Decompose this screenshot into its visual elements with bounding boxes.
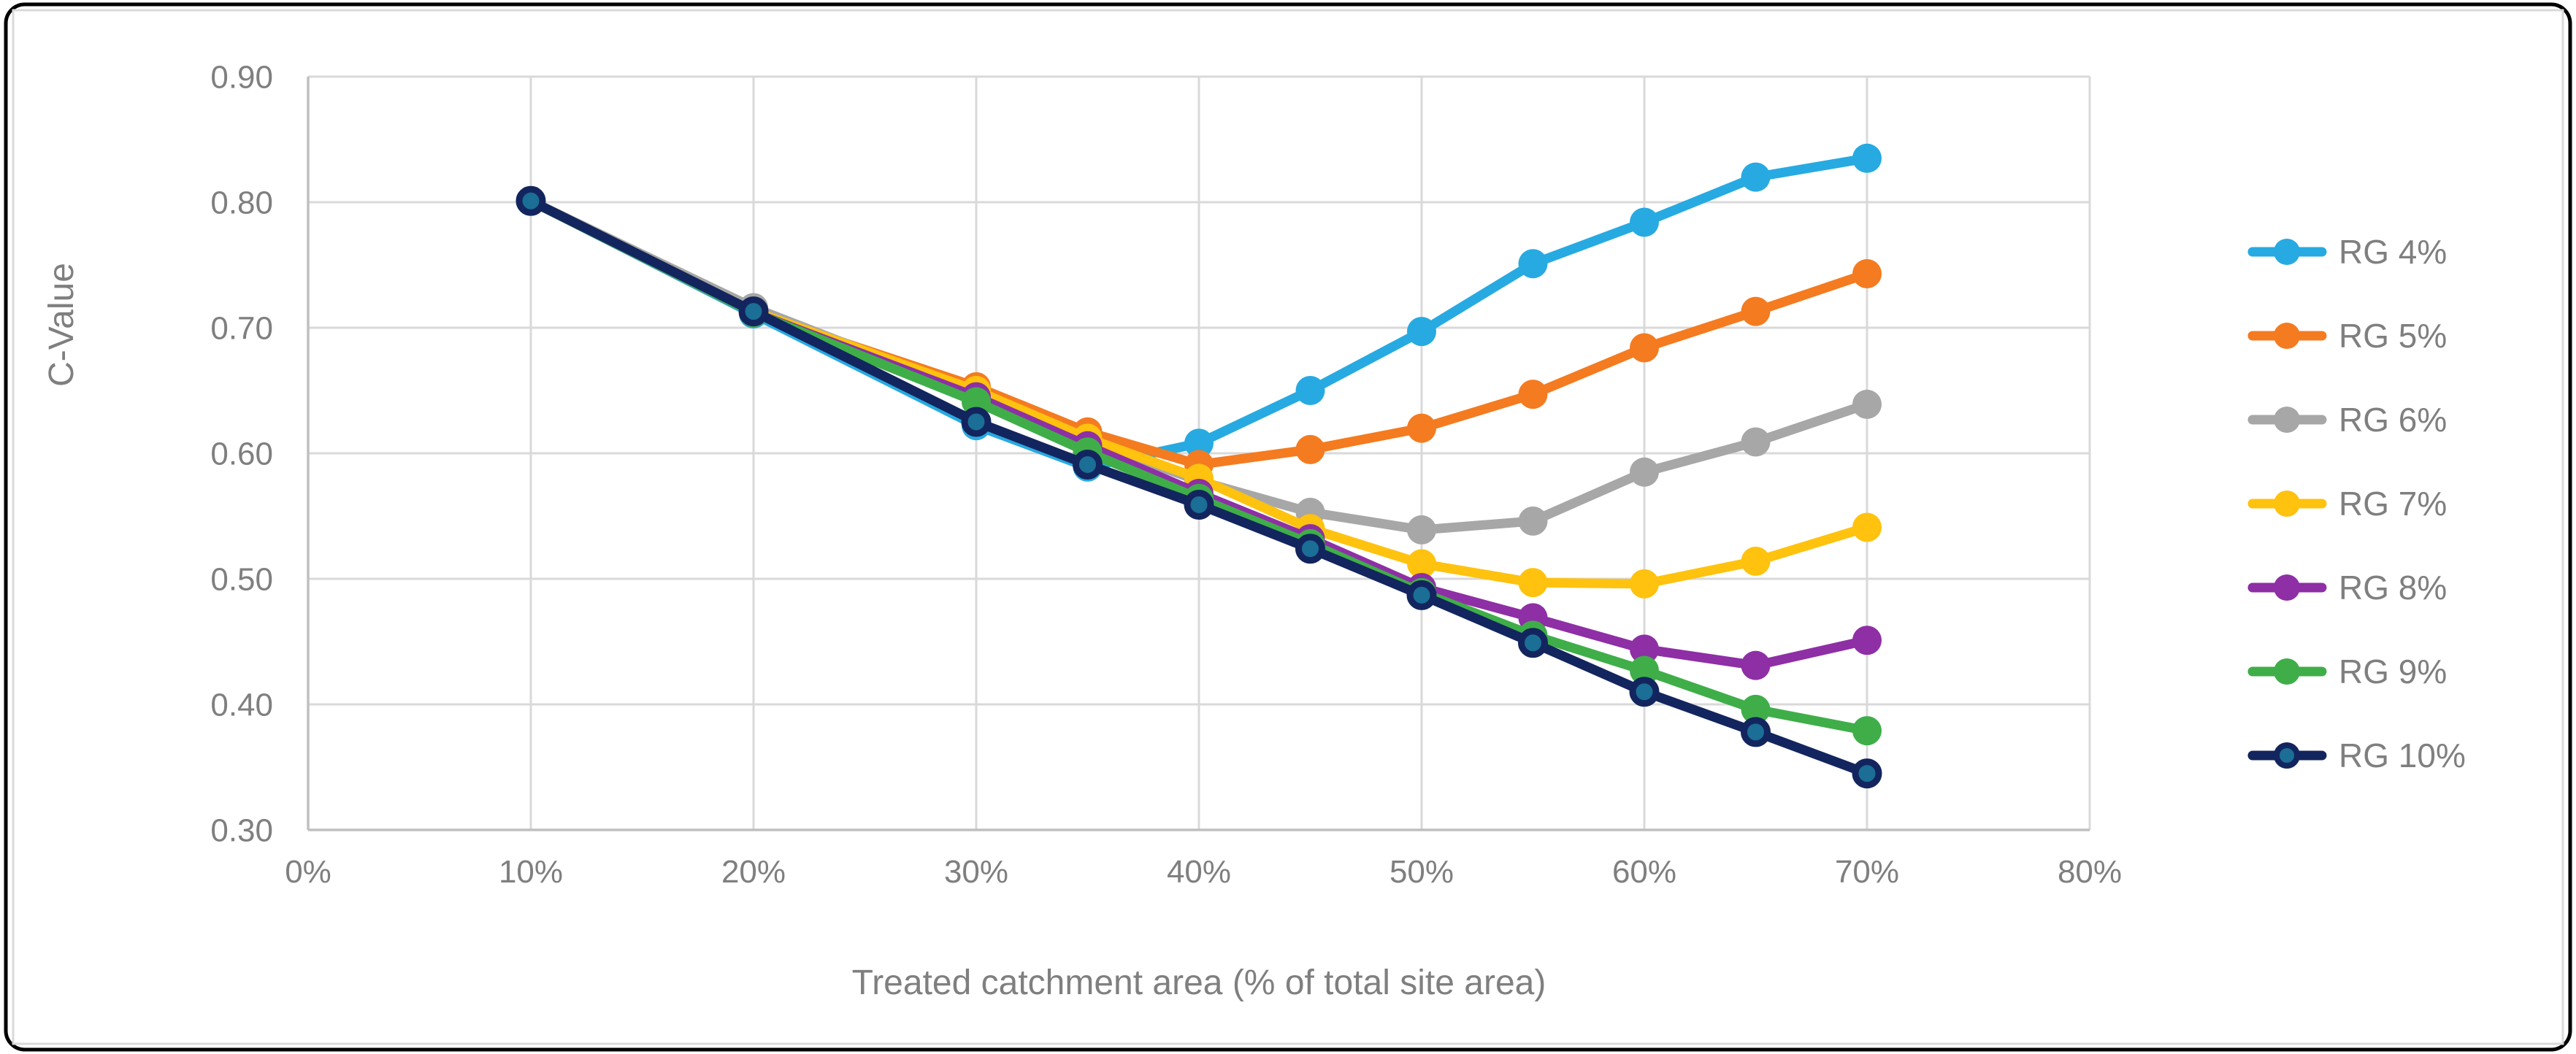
data-point-rg-10	[1852, 758, 1882, 789]
data-point-rg-10	[1518, 628, 1548, 658]
data-point-rg-4	[1518, 249, 1548, 279]
series-group	[515, 143, 1882, 789]
data-point-rg-8	[1852, 626, 1882, 655]
y-tick-label: 0.70	[210, 310, 273, 346]
data-point-rg-5	[1407, 413, 1436, 443]
data-point-rg-6	[1852, 389, 1882, 419]
data-point-rg-9	[1630, 655, 1659, 685]
data-point-rg-7	[1852, 512, 1882, 542]
legend-item-rg-10: RG 10%	[2247, 736, 2466, 774]
data-point-rg-4	[1741, 162, 1771, 192]
legend-label-rg-10: RG 10%	[2339, 736, 2466, 774]
data-point-rg-4	[1852, 143, 1882, 173]
legend-marker-rg-8	[2274, 574, 2300, 601]
data-point-rg-5	[1741, 296, 1771, 326]
data-point-rg-7	[1630, 569, 1659, 599]
legend-marker-rg-10	[2274, 742, 2300, 769]
x-tick-label: 0%	[285, 854, 331, 890]
x-tick-label: 40%	[1167, 854, 1231, 890]
legend-item-rg-9: RG 9%	[2247, 653, 2447, 691]
y-tick-label: 0.30	[210, 812, 273, 848]
legend-item-rg-5: RG 5%	[2247, 317, 2447, 355]
chart-area-border	[12, 9, 2564, 1045]
legend-label-rg-9: RG 9%	[2339, 653, 2447, 691]
data-point-rg-5	[1852, 259, 1882, 289]
legend-label-rg-4: RG 4%	[2339, 233, 2447, 271]
data-point-rg-7	[1741, 546, 1771, 576]
legend-label-rg-7: RG 7%	[2339, 485, 2447, 523]
axes	[307, 77, 2090, 831]
data-point-rg-6	[1741, 427, 1771, 457]
data-point-rg-8	[1630, 634, 1659, 664]
data-point-rg-5	[1295, 434, 1325, 464]
y-tick-label: 0.40	[210, 687, 273, 723]
data-point-rg-10	[515, 185, 546, 216]
data-point-rg-6	[1630, 457, 1659, 487]
data-point-rg-10	[1073, 449, 1103, 480]
y-tick-label: 0.60	[210, 436, 273, 472]
data-point-rg-6	[1518, 506, 1548, 536]
y-axis-title: C-Value	[42, 263, 81, 387]
figure-frame	[4, 2, 2572, 1052]
data-point-rg-10	[738, 296, 769, 327]
legend-label-rg-6: RG 6%	[2339, 401, 2447, 439]
data-point-rg-7	[1518, 568, 1548, 598]
data-point-rg-9	[1741, 694, 1771, 724]
data-point-rg-4	[1407, 317, 1436, 347]
data-point-rg-6	[1407, 515, 1436, 545]
tick-labels: 0% 10% 20% 30% 40% 50% 60% 70% 80% 0.30 0.40 0.50 0.…	[210, 59, 2122, 890]
data-point-rg-10	[1295, 534, 1325, 564]
legend-item-rg-6: RG 6%	[2247, 401, 2447, 439]
data-point-rg-9	[1852, 716, 1882, 746]
legend-item-rg-8: RG 8%	[2247, 569, 2447, 607]
y-tick-label: 0.90	[210, 59, 273, 95]
x-tick-label: 50%	[1389, 854, 1454, 890]
data-point-rg-4	[1630, 207, 1659, 237]
data-point-rg-10	[1184, 490, 1214, 520]
x-tick-label: 60%	[1612, 854, 1676, 890]
legend-item-rg-4: RG 4%	[2247, 233, 2447, 271]
y-tick-label: 0.50	[210, 561, 273, 597]
legend-marker-rg-5	[2274, 323, 2300, 349]
data-point-rg-4	[1184, 428, 1214, 458]
legend-label-rg-5: RG 5%	[2339, 317, 2447, 355]
data-point-rg-10	[1629, 677, 1660, 707]
legend-item-rg-7: RG 7%	[2247, 485, 2447, 523]
data-point-rg-5	[1630, 333, 1659, 363]
legend-label-rg-8: RG 8%	[2339, 569, 2447, 607]
data-point-rg-10	[1406, 580, 1437, 610]
legend-marker-rg-7	[2274, 491, 2300, 517]
x-tick-label: 30%	[944, 854, 1008, 890]
data-point-rg-5	[1518, 380, 1548, 409]
x-tick-label: 10%	[499, 854, 563, 890]
x-tick-label: 70%	[1835, 854, 1899, 890]
data-point-rg-10	[961, 407, 992, 437]
data-point-rg-4	[1295, 376, 1325, 405]
data-point-rg-7	[1407, 549, 1436, 579]
data-point-rg-10	[1741, 717, 1771, 747]
x-tick-label: 80%	[2058, 854, 2122, 890]
legend-marker-rg-6	[2274, 407, 2300, 433]
legend-marker-rg-4	[2274, 239, 2300, 265]
data-point-rg-8	[1741, 650, 1771, 680]
legend-marker-rg-9	[2274, 658, 2300, 685]
series-rg-10	[515, 185, 1882, 789]
legend: RG 4% RG 5% RG 6% RG 7% RG 8% RG 9% RG 10%	[2247, 233, 2466, 774]
x-tick-label: 20%	[721, 854, 786, 890]
y-tick-label: 0.80	[210, 185, 273, 220]
x-axis-title: Treated catchment area (% of total site …	[852, 963, 1546, 1002]
